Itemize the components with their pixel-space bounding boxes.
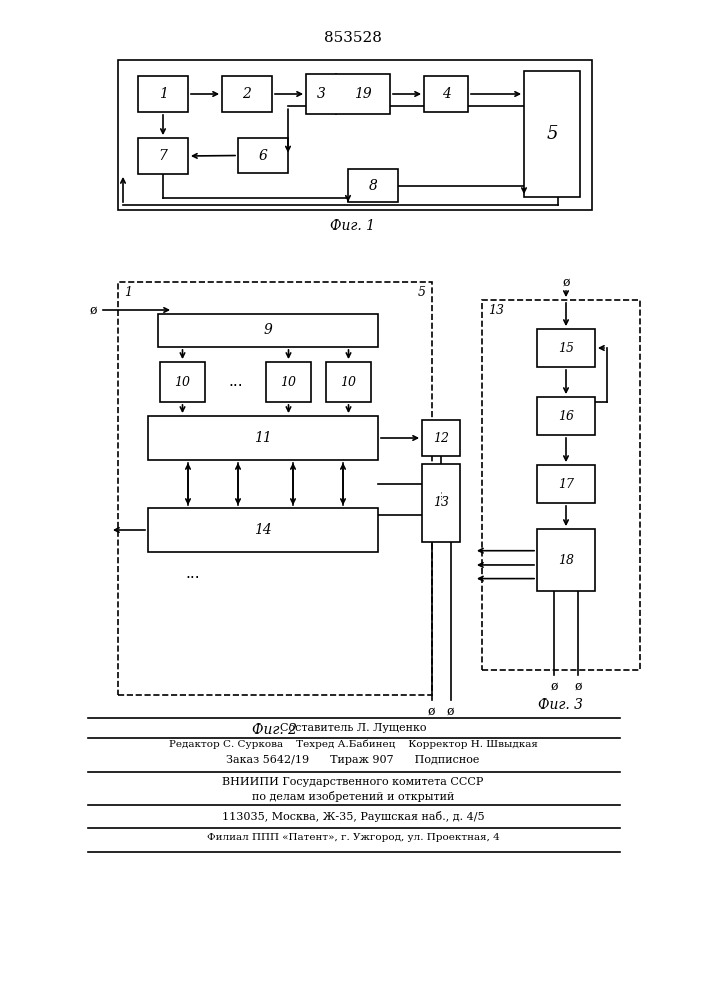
Text: 13: 13 (433, 496, 449, 510)
Text: 3: 3 (317, 87, 325, 101)
Text: ВНИИПИ Государственного комитета СССР: ВНИИПИ Государственного комитета СССР (222, 777, 484, 787)
Text: ø: ø (89, 304, 97, 316)
Text: ...: ... (186, 566, 200, 582)
Text: ø: ø (550, 680, 558, 692)
Text: 1: 1 (124, 286, 132, 299)
Text: Составитель Л. Лущенко: Составитель Л. Лущенко (280, 723, 426, 733)
Bar (537, 529, 595, 591)
Text: ø: ø (447, 704, 455, 718)
Text: ...: ... (228, 374, 243, 389)
Bar (524, 71, 580, 197)
Text: 10: 10 (341, 375, 356, 388)
Text: 5: 5 (418, 286, 426, 299)
Bar (138, 76, 188, 112)
Bar (148, 416, 378, 460)
Text: 14: 14 (254, 523, 272, 537)
Bar (266, 362, 311, 402)
Bar (422, 420, 460, 456)
Bar (160, 362, 205, 402)
Text: 9: 9 (264, 324, 272, 338)
Text: 13: 13 (488, 304, 504, 317)
Text: 6: 6 (259, 148, 267, 162)
Bar (118, 60, 592, 210)
Text: 7: 7 (158, 149, 168, 163)
Text: ø: ø (562, 275, 570, 288)
Text: 16: 16 (558, 410, 574, 422)
Text: 113035, Москва, Ж-35, Раушская наб., д. 4/5: 113035, Москва, Ж-35, Раушская наб., д. … (222, 812, 484, 822)
Text: Фиг. 1: Фиг. 1 (330, 219, 375, 233)
Text: 1: 1 (158, 87, 168, 101)
Text: 5: 5 (547, 125, 558, 143)
Bar (348, 169, 398, 202)
Bar (326, 362, 371, 402)
Text: Филиал ППП «Патент», г. Ужгород, ул. Проектная, 4: Филиал ППП «Патент», г. Ужгород, ул. Про… (206, 832, 499, 842)
Bar (537, 465, 595, 503)
Text: 2: 2 (243, 87, 252, 101)
Bar (422, 464, 460, 542)
Text: Заказ 5642/19      Тираж 907      Подписное: Заказ 5642/19 Тираж 907 Подписное (226, 755, 479, 765)
Bar (118, 282, 432, 695)
Text: 11: 11 (254, 431, 272, 445)
Text: ø: ø (428, 704, 436, 718)
Bar (238, 138, 288, 173)
Bar (222, 76, 272, 112)
Bar (537, 329, 595, 367)
Text: 10: 10 (175, 375, 190, 388)
Text: 8: 8 (368, 178, 378, 192)
Text: 19: 19 (354, 87, 372, 101)
Text: 853528: 853528 (324, 31, 382, 45)
Text: Фиг. 2: Фиг. 2 (252, 723, 298, 737)
Bar (482, 300, 640, 670)
Text: 17: 17 (558, 478, 574, 490)
Text: 12: 12 (433, 432, 449, 444)
Text: Фиг. 3: Фиг. 3 (539, 698, 583, 712)
Bar (306, 74, 390, 114)
Bar (148, 508, 378, 552)
Bar (158, 314, 378, 347)
Text: ø: ø (574, 680, 582, 692)
Bar (138, 138, 188, 174)
Text: ...: ... (434, 488, 444, 499)
Text: 10: 10 (281, 375, 296, 388)
Text: Редактор С. Суркова    Техред А.Бабинец    Корректор Н. Швыдкая: Редактор С. Суркова Техред А.Бабинец Кор… (168, 739, 537, 749)
Text: 15: 15 (558, 342, 574, 355)
Text: по делам изобретений и открытий: по делам изобретений и открытий (252, 790, 454, 802)
Text: 4: 4 (442, 87, 450, 101)
Bar (537, 397, 595, 435)
Text: 18: 18 (558, 554, 574, 566)
Bar (424, 76, 468, 112)
